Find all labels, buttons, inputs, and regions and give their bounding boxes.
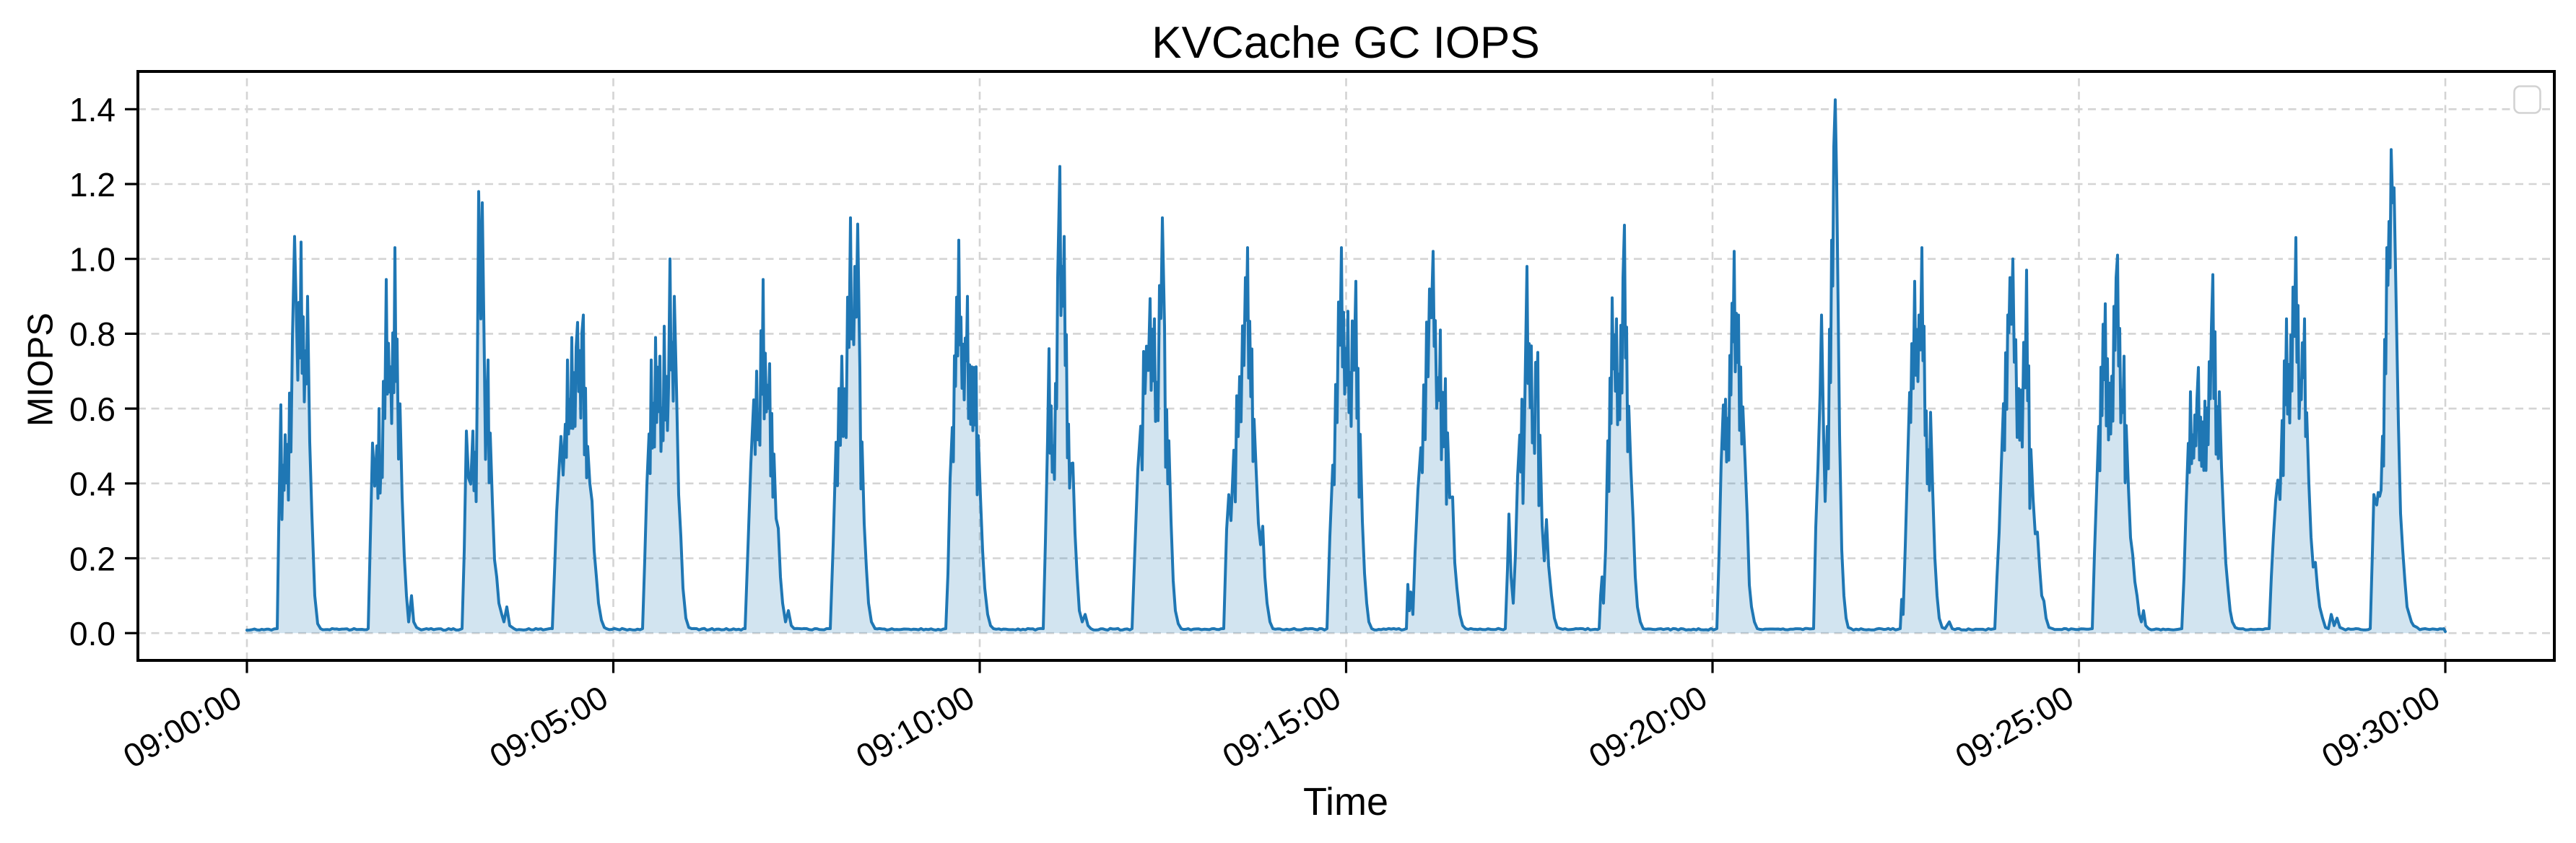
svg-text:MIOPS: MIOPS bbox=[22, 313, 61, 427]
svg-text:0.4: 0.4 bbox=[69, 466, 116, 503]
svg-text:0.0: 0.0 bbox=[69, 615, 116, 652]
svg-text:Time: Time bbox=[1303, 780, 1388, 824]
svg-text:0.6: 0.6 bbox=[69, 390, 116, 428]
svg-text:1.4: 1.4 bbox=[69, 91, 116, 128]
svg-text:0.2: 0.2 bbox=[69, 540, 116, 577]
svg-text:1.2: 1.2 bbox=[69, 166, 116, 204]
svg-text:KVCache GC IOPS: KVCache GC IOPS bbox=[1152, 18, 1540, 68]
svg-text:0.8: 0.8 bbox=[69, 315, 116, 353]
svg-text:1.0: 1.0 bbox=[69, 241, 116, 279]
